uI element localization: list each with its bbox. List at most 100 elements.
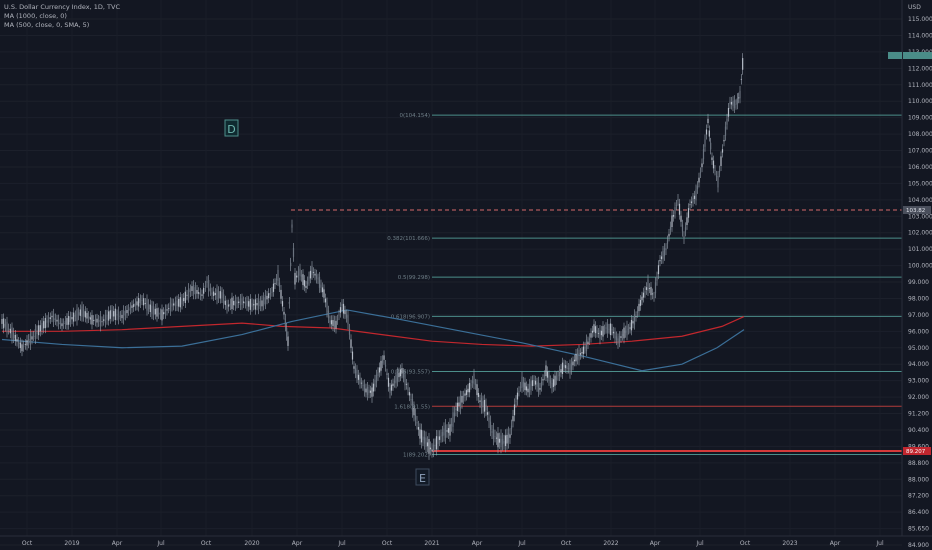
price-candle-body	[542, 379, 544, 381]
price-candle-body	[206, 281, 208, 283]
price-candle-body	[44, 318, 46, 329]
price-candle-body	[672, 215, 675, 217]
price-candle-body	[687, 208, 690, 218]
price-candle-body	[53, 313, 55, 323]
price-candle-body	[733, 100, 736, 109]
legend-title: U.S. Dollar Currency Index, 1D, TVC	[4, 3, 121, 11]
price-candle-body	[243, 301, 245, 304]
price-candle-body	[31, 336, 33, 340]
price-candle-body	[91, 315, 93, 325]
price-candle-body	[698, 177, 700, 183]
price-candle-body	[718, 170, 721, 173]
price-candle-body	[229, 303, 231, 306]
price-candle-body	[312, 272, 315, 273]
price-candle-body	[231, 297, 233, 310]
price-candle-body	[629, 327, 631, 329]
price-candle-body	[292, 247, 295, 257]
price-candle-body	[223, 294, 225, 304]
x-tick-label: Jul	[156, 540, 165, 547]
y-tick-label: 88.800	[908, 460, 929, 467]
price-candle-body	[374, 379, 376, 387]
price-candle-body	[557, 375, 559, 377]
price-candle-body	[251, 303, 253, 307]
price-candle-body	[413, 407, 415, 416]
price-candle-body	[288, 301, 290, 304]
y-tick-label: 110.000	[908, 98, 932, 105]
y-tick-label: 89.600	[908, 443, 929, 450]
price-candle-body	[283, 311, 285, 315]
price-candle-body	[524, 382, 526, 391]
price-candle-body	[36, 330, 38, 334]
price-candle-body	[456, 402, 459, 411]
price-candle-body	[163, 312, 165, 315]
price-candle-body	[578, 349, 580, 361]
price-candle-body	[139, 299, 141, 304]
price-candle-body	[407, 387, 409, 391]
price-candle-body	[680, 215, 682, 222]
price-candle-body	[736, 98, 738, 105]
price-candle-body	[360, 382, 363, 384]
price-candle-body	[717, 176, 719, 188]
price-candle-body	[443, 428, 445, 436]
price-candle-body	[585, 339, 588, 352]
legend-ma-1000: MA (1000, close, 0)	[4, 12, 67, 20]
last-price-tag	[903, 52, 932, 59]
price-candle-body	[99, 315, 101, 327]
price-candle-body	[344, 310, 346, 315]
price-candle-body	[647, 279, 649, 292]
price-candle-body	[389, 387, 391, 394]
price-candle-body	[387, 377, 390, 387]
price-candle-body	[648, 288, 651, 289]
price-candle-body	[54, 318, 56, 321]
price-candle-body	[473, 373, 475, 385]
price-candle-body	[98, 319, 100, 322]
price-candle-body	[9, 328, 11, 334]
price-candle-body	[118, 311, 120, 320]
price-candle-body	[438, 436, 441, 440]
y-tick-label: 107.000	[908, 148, 932, 155]
x-tick-label: Jul	[517, 540, 526, 547]
price-candle-body	[280, 289, 282, 299]
price-candle-body	[449, 424, 451, 436]
price-candle-body	[683, 236, 685, 240]
price-candle-body	[684, 227, 687, 232]
price-candle-body	[729, 101, 731, 104]
price-candle-body	[476, 384, 478, 396]
price-candle-body	[450, 424, 453, 426]
price-candle-body	[61, 323, 63, 327]
price-candle-body	[372, 383, 375, 392]
y-tick-label: 93.000	[908, 378, 929, 385]
price-candle-body	[335, 320, 337, 329]
price-candle-body	[489, 421, 492, 430]
price-candle-body	[214, 293, 216, 296]
price-candle-body	[318, 276, 321, 288]
price-candle-body	[189, 289, 191, 293]
price-candle-body	[527, 388, 529, 393]
y-tick-label: 88.000	[908, 476, 929, 483]
price-candle-body	[739, 90, 741, 99]
price-candle-body	[238, 301, 240, 304]
price-candle-body	[339, 307, 342, 313]
price-candle-body	[89, 317, 91, 320]
price-candle-body	[226, 304, 228, 309]
price-candle-body	[274, 283, 276, 285]
annotation-e-label: E	[419, 472, 426, 485]
price-candle-body	[564, 365, 567, 369]
price-candle-body	[359, 377, 361, 384]
price-candle-body	[103, 319, 105, 321]
price-candle-body	[440, 435, 442, 437]
price-candle-body	[549, 380, 552, 384]
price-candle-body	[518, 391, 520, 392]
price-candle-body	[712, 160, 715, 169]
price-candle-body	[168, 308, 170, 310]
price-candle-body	[309, 270, 312, 279]
price-candle-body	[474, 383, 477, 385]
annotation-d-box	[224, 119, 239, 137]
price-candle-body	[641, 296, 643, 301]
x-tick-label: Oct	[201, 540, 212, 547]
price-candle-body	[710, 142, 712, 150]
price-candle-body	[369, 390, 372, 393]
y-tick-label: 94.000	[908, 361, 929, 368]
price-candle-body	[6, 321, 8, 333]
